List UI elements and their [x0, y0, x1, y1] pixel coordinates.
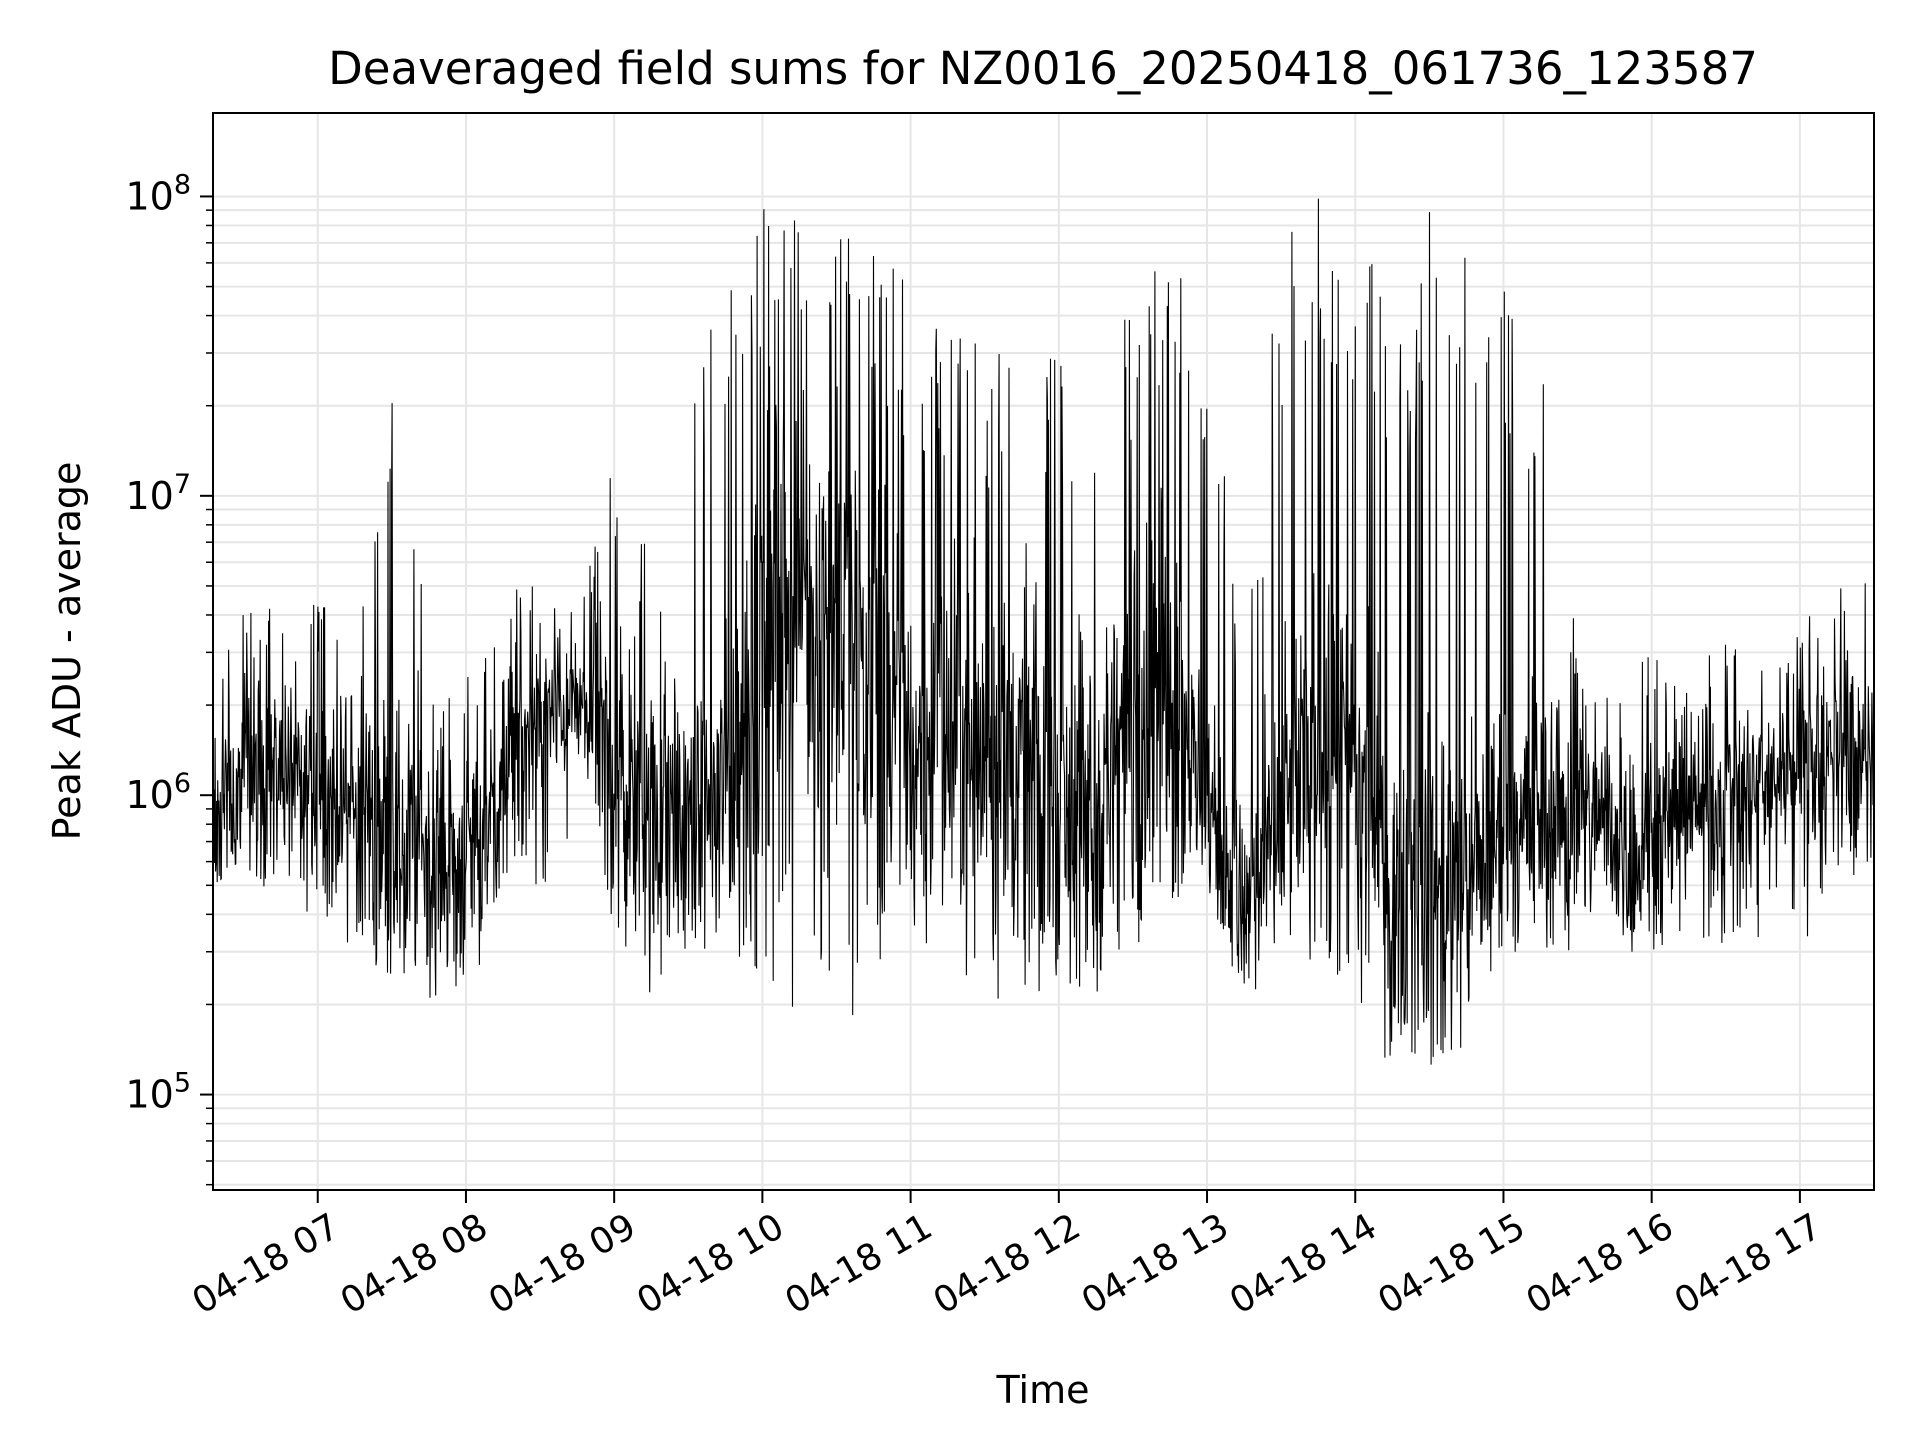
y-tick-label: 105 — [125, 1068, 191, 1117]
chart-title: Deaveraged field sums for NZ0016_2025041… — [328, 42, 1758, 95]
series-line — [213, 198, 1874, 1065]
x-axis-label: Time — [996, 1368, 1090, 1412]
y-axis: 105 106 107 108 — [125, 169, 213, 1186]
axes-frame — [212, 112, 1875, 1191]
y-tick-label: 107 — [125, 469, 191, 518]
data-series-line — [213, 198, 1874, 1065]
y-tick-label: 108 — [125, 169, 191, 218]
y-axis-label: Peak ADU - average — [45, 462, 89, 841]
y-tick-label: 106 — [125, 768, 191, 817]
plot-area — [212, 112, 1875, 1191]
